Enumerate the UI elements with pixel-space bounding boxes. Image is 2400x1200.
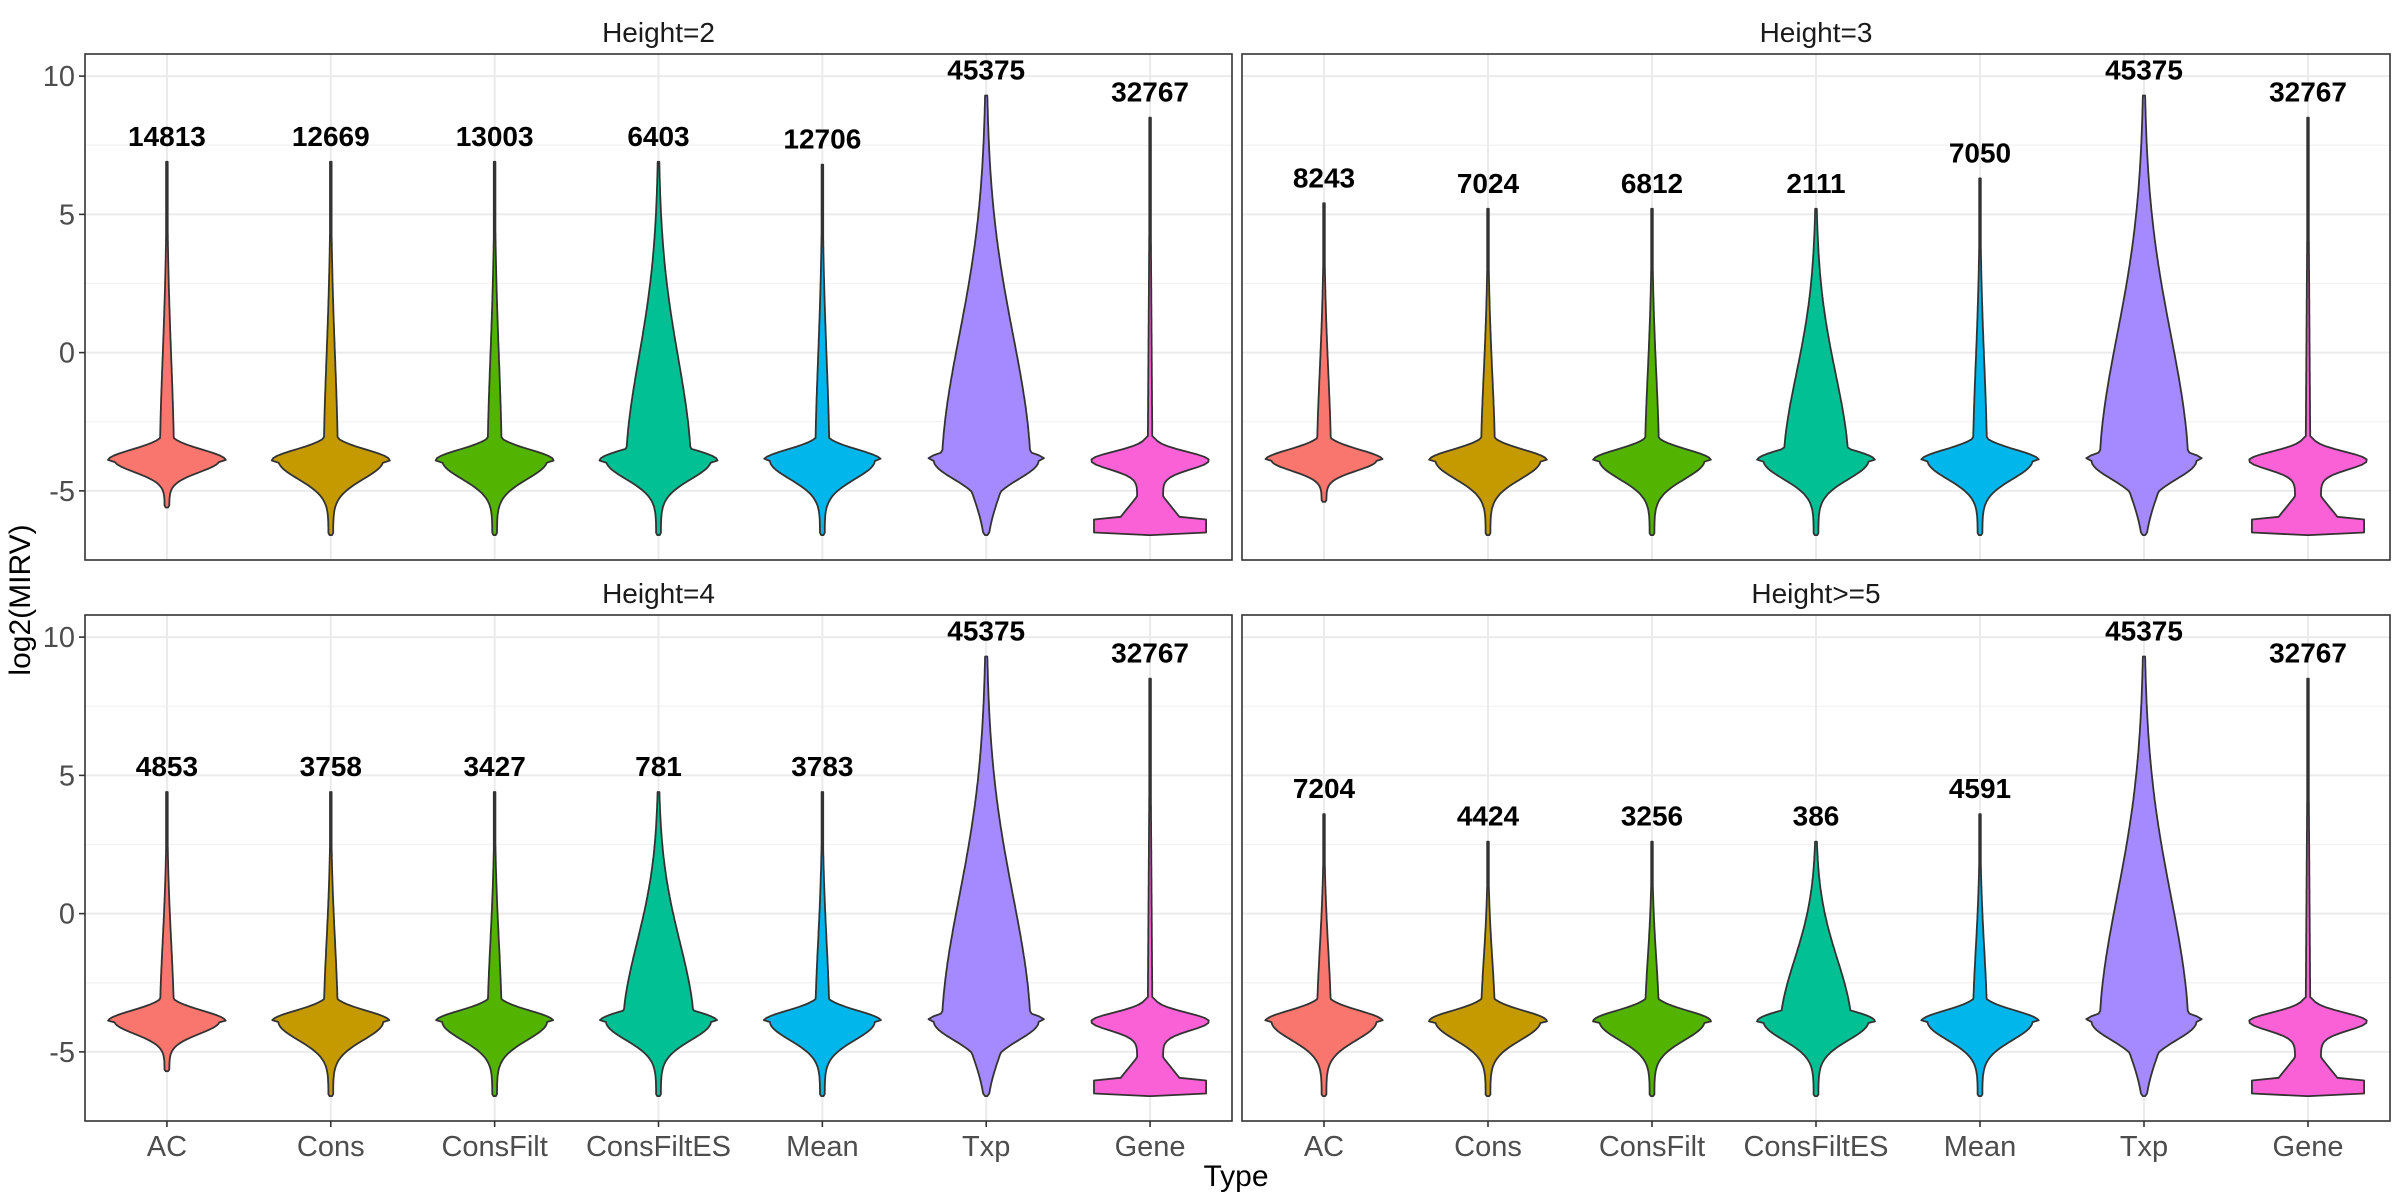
- count-label: 32767: [1111, 77, 1189, 108]
- facet-strip: [85, 16, 1232, 52]
- count-label: 4853: [136, 751, 198, 782]
- violin-consfiltes: [598, 160, 719, 536]
- x-tick-label: Txp: [2120, 1131, 2168, 1163]
- x-tick-label: Gene: [1115, 1131, 1186, 1163]
- x-tick-label: AC: [147, 1131, 187, 1163]
- violin-mean: [1920, 177, 2040, 536]
- y-tick-label: 5: [59, 199, 75, 231]
- violin-consfilt: [1592, 207, 1712, 536]
- y-tick-label: 10: [43, 622, 75, 654]
- facet-panel: Height=4 4853 3758 3427 781 3783 45375 32767 -5 0…: [43, 577, 1233, 1163]
- facet-panel: Height=2 14813 12669 13003 6403 12706 45375 327…: [43, 16, 1233, 561]
- x-tick-label: Cons: [1454, 1131, 1522, 1163]
- violin-consfilt: [434, 160, 555, 536]
- violin-mean: [1920, 813, 2040, 1097]
- x-tick-label: Gene: [2273, 1131, 2344, 1163]
- y-tick-label: 5: [59, 760, 75, 792]
- count-label: 7050: [1949, 137, 2011, 168]
- facet-label: Height=4: [602, 578, 715, 609]
- y-tick-label: -5: [49, 476, 75, 508]
- count-label: 12706: [783, 124, 861, 155]
- y-tick-label: -5: [49, 1037, 75, 1069]
- count-label: 3783: [791, 751, 853, 782]
- facet-strip: [1242, 16, 2390, 52]
- violin-consfiltes: [1756, 207, 1876, 536]
- count-label: 6403: [627, 121, 689, 152]
- x-tick-label: ConsFilt: [441, 1131, 547, 1163]
- facet-label: Height>=5: [1751, 578, 1880, 609]
- y-tick-label: 0: [59, 338, 75, 370]
- x-tick-label: ConsFilt: [1599, 1131, 1705, 1163]
- violin-ac: [1264, 202, 1384, 503]
- violin-ac: [107, 791, 227, 1073]
- panel-border: [1241, 53, 2391, 561]
- violin-txp: [927, 655, 1045, 1097]
- violin-cons: [270, 160, 391, 536]
- count-label: 4424: [1457, 801, 1520, 832]
- count-label: 45375: [947, 615, 1025, 646]
- violin-consfiltes: [599, 791, 718, 1097]
- count-label: 12669: [292, 121, 370, 152]
- count-label: 32767: [2269, 77, 2347, 108]
- count-label: 7024: [1457, 168, 1520, 199]
- violin-ac: [1264, 813, 1384, 1097]
- facet-strip: [1242, 577, 2390, 613]
- x-tick-label: Txp: [962, 1131, 1010, 1163]
- violin-cons: [1428, 840, 1548, 1097]
- violin-gene: [2248, 677, 2368, 1097]
- count-label: 32767: [1111, 638, 1189, 669]
- facet-panel: Height=3 8243 7024 6812 2111 7050 45375 32767: [1241, 16, 2391, 561]
- violin-mean: [763, 791, 882, 1097]
- x-tick-label: Mean: [1944, 1131, 2017, 1163]
- violin-txp: [2085, 94, 2203, 536]
- x-tick-label: ConsFiltES: [1743, 1131, 1888, 1163]
- count-label: 45375: [2105, 615, 2183, 646]
- count-label: 13003: [456, 121, 534, 152]
- count-label: 3256: [1621, 801, 1683, 832]
- violin-cons: [271, 791, 391, 1097]
- facet-strip: [85, 577, 1232, 613]
- x-tick-label: Cons: [297, 1131, 365, 1163]
- violin-gene: [1090, 677, 1210, 1097]
- violin-cons: [1428, 207, 1548, 536]
- violin-gene: [1090, 116, 1210, 536]
- count-label: 8243: [1293, 162, 1355, 193]
- count-label: 2111: [1786, 168, 1845, 199]
- x-tick-label: Mean: [786, 1131, 859, 1163]
- count-label: 45375: [947, 54, 1025, 85]
- violin-txp: [927, 94, 1045, 536]
- count-label: 14813: [128, 121, 206, 152]
- panel-border: [84, 53, 1233, 561]
- count-label: 7204: [1293, 773, 1356, 804]
- count-label: 3758: [300, 751, 362, 782]
- count-label: 45375: [2105, 54, 2183, 85]
- count-label: 4591: [1949, 773, 2011, 804]
- count-label: 781: [635, 751, 682, 782]
- count-label: 6812: [1621, 168, 1683, 199]
- x-axis-title: Type: [1203, 1160, 1268, 1193]
- violin-gene: [2248, 116, 2368, 536]
- x-tick-label: AC: [1304, 1131, 1344, 1163]
- count-label: 3427: [463, 751, 525, 782]
- facet-panel: Height>=5 7204 4424 3256 386 4591 45375 32767 AC…: [1241, 577, 2391, 1163]
- violin-mean: [763, 163, 882, 536]
- violin-consfilt: [1592, 840, 1712, 1097]
- y-axis-title: log2(MIRV): [4, 524, 37, 675]
- violin-txp: [2085, 655, 2203, 1097]
- violin-ac: [107, 160, 227, 509]
- y-tick-label: 0: [59, 899, 75, 931]
- violin-consfilt: [435, 791, 554, 1097]
- facet-label: Height=3: [1760, 17, 1873, 48]
- violin-consfiltes: [1756, 840, 1876, 1097]
- count-label: 386: [1793, 801, 1840, 832]
- x-tick-label: ConsFiltES: [586, 1131, 731, 1163]
- y-tick-label: 10: [43, 61, 75, 93]
- count-label: 32767: [2269, 638, 2347, 669]
- facet-label: Height=2: [602, 17, 715, 48]
